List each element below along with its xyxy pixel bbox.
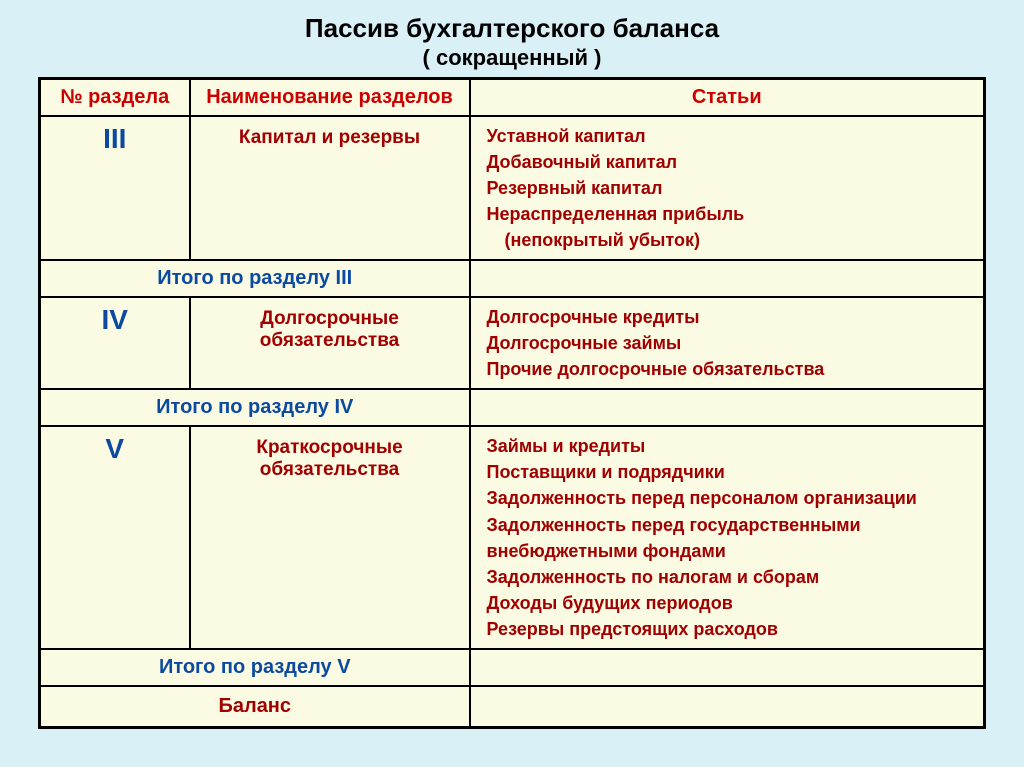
article-item: Займы и кредиты [487, 433, 974, 459]
balance-empty [470, 686, 985, 728]
section-articles: Займы и кредиты Поставщики и подрядчики … [470, 426, 985, 649]
article-item: Доходы будущих периодов [487, 590, 974, 616]
section-articles: Уставной капитал Добавочный капитал Резе… [470, 116, 985, 260]
article-item: Долгосрочные кредиты [487, 304, 974, 330]
total-label: Итого по разделу III [40, 260, 470, 297]
article-item: Резервы предстоящих расходов [487, 616, 974, 642]
total-empty [470, 389, 985, 426]
header-col1: № раздела [40, 78, 190, 116]
article-item: Нераспределенная прибыль [487, 201, 974, 227]
page-title: Пассив бухгалтерского баланса [38, 12, 986, 45]
header-row: № раздела Наименование разделов Статьи [40, 78, 985, 116]
section-roman: III [40, 116, 190, 260]
article-item: Прочие долгосрочные обязательства [487, 356, 974, 382]
section-roman: IV [40, 297, 190, 389]
total-label: Итого по разделу V [40, 649, 470, 686]
article-item: Резервный капитал [487, 175, 974, 201]
article-item: Добавочный капитал [487, 149, 974, 175]
article-item: Долгосрочные займы [487, 330, 974, 356]
section-row: IV Долгосрочные обязательства Долгосрочн… [40, 297, 985, 389]
total-label: Итого по разделу IV [40, 389, 470, 426]
balance-label: Баланс [40, 686, 470, 728]
article-item: Уставной капитал [487, 123, 974, 149]
section-articles: Долгосрочные кредиты Долгосрочные займы … [470, 297, 985, 389]
article-item: Поставщики и подрядчики [487, 459, 974, 485]
total-empty [470, 260, 985, 297]
total-row: Итого по разделу V [40, 649, 985, 686]
balance-table: № раздела Наименование разделов Статьи I… [38, 77, 986, 730]
balance-row: Баланс [40, 686, 985, 728]
section-roman: V [40, 426, 190, 649]
total-empty [470, 649, 985, 686]
article-item-indent: (непокрытый убыток) [487, 227, 974, 253]
article-item: Задолженность по налогам и сборам [487, 564, 974, 590]
section-row: V Краткосрочные обязательства Займы и кр… [40, 426, 985, 649]
article-item: Задолженность перед государственными вне… [487, 512, 974, 564]
section-row: III Капитал и резервы Уставной капитал Д… [40, 116, 985, 260]
total-row: Итого по разделу IV [40, 389, 985, 426]
total-row: Итого по разделу III [40, 260, 985, 297]
page-subtitle: ( сокращенный ) [38, 45, 986, 71]
section-name: Долгосрочные обязательства [190, 297, 470, 389]
section-name: Капитал и резервы [190, 116, 470, 260]
header-col3: Статьи [470, 78, 985, 116]
article-item: Задолженность перед персоналом организац… [487, 485, 974, 511]
section-name: Краткосрочные обязательства [190, 426, 470, 649]
header-col2: Наименование разделов [190, 78, 470, 116]
